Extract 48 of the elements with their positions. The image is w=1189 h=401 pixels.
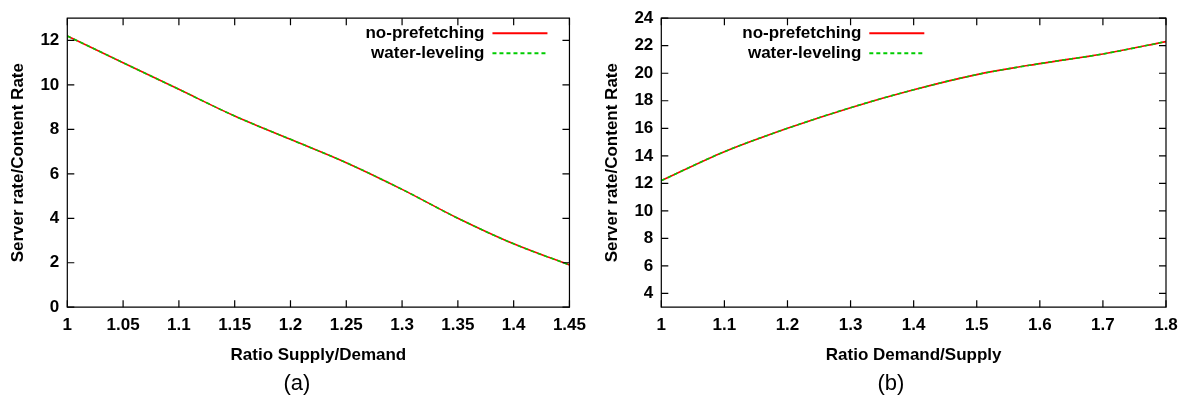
x-tick-label: 1.4 [501,315,527,335]
y-tick-label: 6 [643,255,654,275]
x-tick-label: 1.3 [838,315,863,335]
x-tick-label: 1.35 [441,315,475,335]
y-tick-label: 24 [634,7,654,27]
x-tick-label: 1.4 [901,315,927,335]
y-tick-label: 4 [643,283,654,303]
y-axis-title: Server rate/Content Rate [7,63,27,263]
y-tick-label: 12 [634,173,654,193]
y-tick-label: 20 [634,62,654,82]
x-tick-label: 1.15 [218,315,252,335]
x-tick-label: 1.8 [1154,315,1178,335]
y-tick-label: 10 [634,200,654,220]
y-tick-label: 8 [643,228,654,248]
text: (b) [876,370,906,396]
x-tick-label: 1.3 [390,315,414,335]
x-axis-title: Ratio Demand/Supply [825,345,1003,365]
y-tick-label: 18 [634,90,654,110]
y-tick-label: 22 [634,35,654,55]
text: (a) [282,370,312,396]
x-tick-label: 1.05 [106,315,140,335]
y-tick-label: 14 [634,145,654,165]
y-tick-label: 16 [634,117,654,137]
x-tick-label: 1.6 [1028,315,1052,335]
x-tick-label: 1 [656,315,667,335]
y-tick-label: 8 [49,119,60,139]
line-series [661,40,1166,182]
x-tick-label: 1 [62,315,73,335]
x-tick-label: 1.2 [775,315,800,335]
legend-label: no-prefetching [742,22,862,42]
legend-label: water-leveling [746,42,862,62]
x-tick-label: 1.45 [552,315,586,335]
y-tick-label: 12 [40,30,60,50]
y-tick-label: 2 [49,252,60,272]
x-tick-label: 1.1 [167,315,191,335]
x-tick-label: 1.5 [964,315,989,335]
y-axis-title: Server rate/Content Rate [601,63,621,263]
x-tick-label: 1.7 [1091,315,1115,335]
y-tick-label: 6 [49,163,60,183]
y-tick-label: 4 [49,207,60,227]
legend-label: water-leveling [370,42,485,62]
y-tick-label: 0 [49,296,60,316]
x-tick-label: 1.25 [329,315,363,335]
y-tick-label: 10 [40,74,60,94]
x-axis-title: Ratio Supply/Demand [230,345,407,365]
x-tick-label: 1.2 [278,315,303,335]
legend-label: no-prefetching [365,22,485,42]
x-tick-label: 1.1 [712,315,737,335]
